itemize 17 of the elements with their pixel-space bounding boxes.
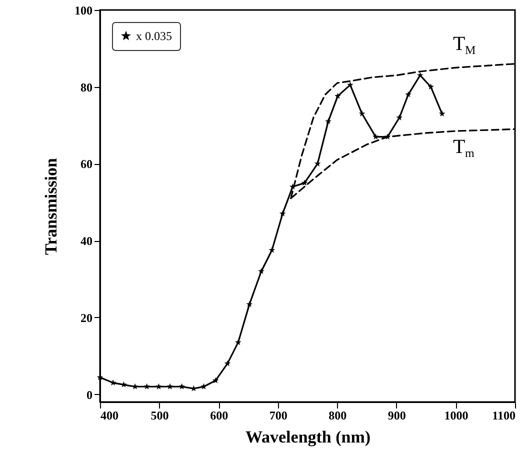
x-tick-label: 1000 [444,408,468,422]
x-tick-label: 600 [210,408,228,422]
y-tick-label: 20 [80,310,92,325]
y-tick-label: 60 [80,157,92,172]
x-tick-label: 1100 [492,408,516,422]
x-tick-label: 500 [150,408,169,422]
x-tick-label: 900 [388,408,406,422]
y-tick-label: 0 [86,388,92,402]
x-tick-label: 800 [328,408,347,422]
legend-label: x 0.035 [136,29,172,43]
y-axis-title: Transmission [42,157,60,255]
y-tick-label: 40 [80,234,92,248]
x-axis-title: Wavelength (nm) [245,428,371,446]
y-tick-label: 80 [80,80,92,94]
x-tick-label: 700 [269,408,288,422]
y-tick-label: 100 [74,4,92,18]
x-tick-label: 400 [100,408,118,422]
